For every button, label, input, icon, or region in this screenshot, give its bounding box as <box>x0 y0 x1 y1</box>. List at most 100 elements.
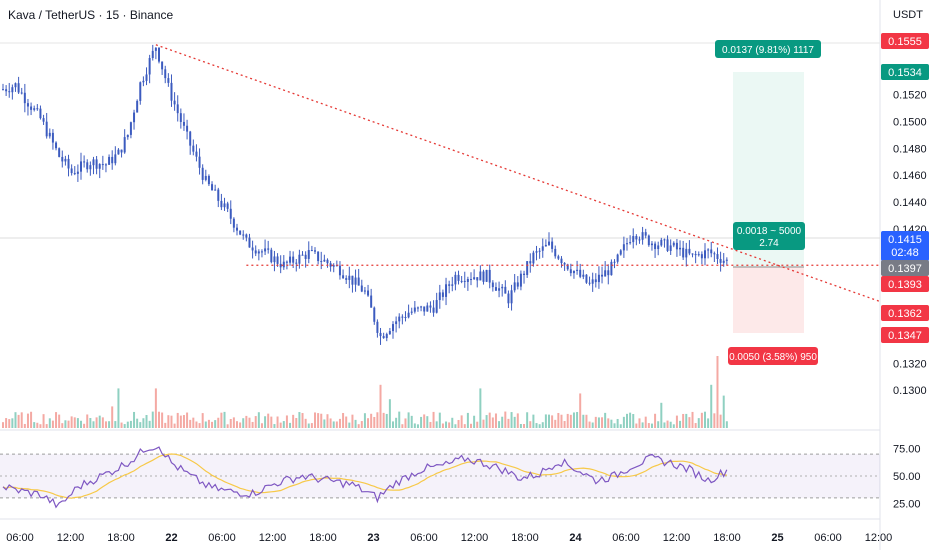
volume-bar <box>392 421 394 428</box>
candle-body <box>510 290 513 304</box>
current-price-tag-box <box>881 231 929 261</box>
candle-body <box>488 269 491 283</box>
candle-body <box>688 248 691 254</box>
candle-body <box>529 261 532 264</box>
candle-body <box>23 92 26 104</box>
candle-body <box>348 275 351 280</box>
candle-body <box>382 336 385 339</box>
candle-body <box>55 142 58 149</box>
candle-body <box>722 260 725 263</box>
volume-bar <box>223 411 226 428</box>
candle-body <box>523 273 526 275</box>
volume-bar <box>441 423 444 428</box>
volume-bar <box>351 414 354 428</box>
volume-bar <box>254 416 257 428</box>
volume-bar <box>644 416 647 428</box>
candle-body <box>519 273 522 287</box>
candle-body <box>8 91 11 93</box>
price-tick-2: 0.1520 <box>893 90 927 102</box>
volume-bar <box>576 411 579 428</box>
volume-bar <box>473 415 476 428</box>
volume-bar <box>416 424 419 428</box>
volume-bar <box>55 412 58 428</box>
time-tick-10: 18:00 <box>511 532 539 544</box>
volume-bar <box>663 422 666 428</box>
ratio-label: 2.74 <box>759 238 779 249</box>
volume-bar <box>42 414 45 428</box>
volume-bar <box>619 424 622 428</box>
candle-body <box>186 125 189 132</box>
volume-bar <box>541 422 544 428</box>
candle-body <box>30 106 33 110</box>
candle-body <box>675 242 678 250</box>
candle-body <box>591 279 594 284</box>
volume-bar <box>557 412 560 428</box>
candle-body <box>223 203 226 208</box>
volume-bar <box>285 415 288 428</box>
volume-bar <box>572 412 575 428</box>
candle-body <box>198 156 201 168</box>
candle-body <box>39 108 42 119</box>
volume-bar <box>638 418 641 428</box>
volume-bar <box>176 412 179 428</box>
price-tick-4: 0.1480 <box>893 143 927 155</box>
candle-body <box>304 254 307 259</box>
volume-bar <box>379 384 382 428</box>
candle-body <box>669 245 672 251</box>
volume-bar <box>479 388 482 428</box>
volume-bar <box>260 423 263 428</box>
rsi-axis: 75.00 50.00 25.00 <box>893 444 921 511</box>
candle-body <box>117 149 120 155</box>
candle-body <box>158 47 160 62</box>
volume-bar <box>666 420 669 428</box>
candle-body <box>80 161 82 172</box>
candle-body <box>710 249 713 254</box>
candle-body <box>111 156 114 164</box>
volume-bar <box>92 421 95 428</box>
candle-body <box>86 162 89 170</box>
candle-body <box>491 282 494 288</box>
volume-bar <box>569 414 572 428</box>
volume-bar <box>385 413 388 428</box>
volume-bar <box>466 412 469 428</box>
candle-body <box>544 244 547 247</box>
volume-bar <box>14 412 17 428</box>
volume-bar <box>232 417 235 428</box>
time-tick-8: 06:00 <box>410 532 438 544</box>
candle-body <box>594 279 597 283</box>
time-tick-14: 18:00 <box>713 532 741 544</box>
time-tick-6: 18:00 <box>309 532 337 544</box>
descending-trendline[interactable] <box>155 44 881 303</box>
volume-bar <box>345 416 348 428</box>
candle-body <box>401 316 404 318</box>
long-position-tool[interactable] <box>733 72 804 333</box>
candle-body <box>532 252 535 264</box>
volume-bar <box>126 421 129 428</box>
rsi-tick-2: 25.00 <box>893 498 921 510</box>
volume-bar <box>8 419 11 428</box>
candle-body <box>370 295 373 308</box>
volume-bar <box>182 415 185 428</box>
volume-bar <box>161 412 164 428</box>
time-tick-5: 12:00 <box>259 532 287 544</box>
volume-bar <box>111 406 114 428</box>
candle-body <box>176 104 179 114</box>
volume-bar <box>563 421 566 428</box>
candle-body <box>476 277 479 281</box>
volume-bar <box>697 418 700 428</box>
candle-body <box>229 208 232 219</box>
volume-bar <box>460 415 463 428</box>
candle-body <box>392 324 394 332</box>
volume-bar <box>314 412 316 428</box>
volume-bar <box>189 419 192 428</box>
high-price-tag: 0.1555 <box>888 36 922 48</box>
volume-bar <box>585 414 588 428</box>
candle-body <box>211 184 214 191</box>
price-tags: 0.1555 0.1534 0.1415 02:48 0.1397 0.1393… <box>881 33 929 343</box>
volume-bar <box>279 422 282 428</box>
volume-bar <box>301 413 304 428</box>
volume-bar <box>179 415 182 428</box>
volume-bar <box>519 423 522 428</box>
volume-bar <box>582 414 585 428</box>
